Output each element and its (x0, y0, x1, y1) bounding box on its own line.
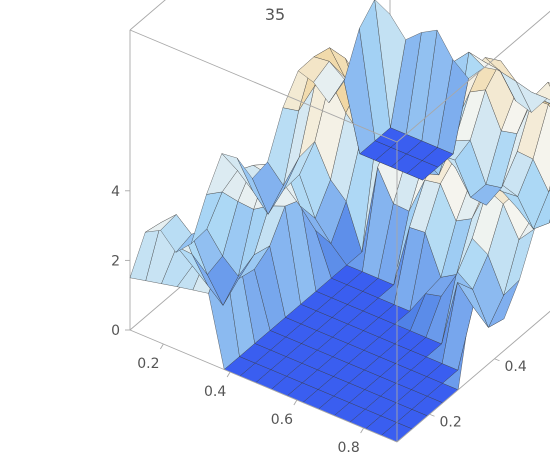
bounding-box-front (129, 10, 550, 443)
box-edge (396, 10, 550, 143)
y-tick-label: 0.2 (440, 414, 462, 430)
y-tick-mark (494, 358, 500, 362)
z-tick-label: 0 (111, 323, 120, 339)
y-tick-label: 0.4 (505, 359, 527, 375)
box-edge (129, 329, 398, 443)
box-edge (129, 29, 398, 143)
plot-title: 35 (265, 5, 285, 24)
y-tick-mark (429, 413, 435, 417)
box-edge (396, 310, 550, 443)
z-tick-label: 2 (111, 253, 120, 269)
x-tick-label: 0.2 (137, 356, 159, 372)
x-tick-label: 0.4 (204, 384, 226, 400)
axis-ticks: 0.20.40.60.80.20.40.60.8024 (111, 184, 527, 456)
x-tick-mark (159, 343, 164, 350)
x-tick-label: 0.6 (271, 412, 293, 428)
x-tick-mark (293, 399, 298, 406)
x-tick-mark (360, 427, 365, 434)
x-tick-mark (226, 371, 231, 378)
z-tick-label: 4 (111, 184, 120, 200)
surface-mesh (129, 0, 550, 443)
x-tick-label: 0.8 (337, 440, 359, 456)
box-edge (129, 0, 166, 31)
surface-cell (374, 0, 406, 128)
